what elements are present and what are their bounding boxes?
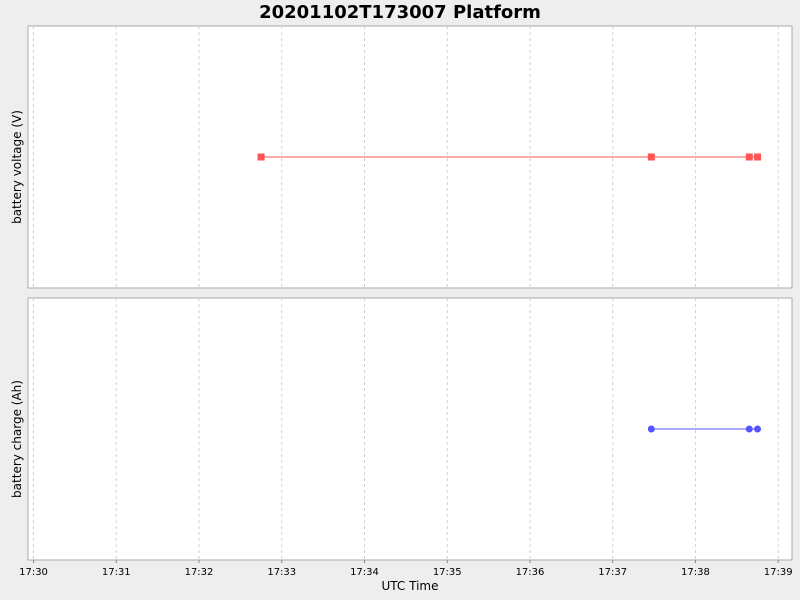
chart-title: 20201102T173007 Platform — [259, 2, 541, 23]
x-tick-label: 17:36 — [516, 567, 545, 578]
x-tick-label: 17:30 — [19, 567, 48, 578]
charge-subplot: battery charge (Ah) — [10, 297, 793, 561]
x-tick-label: 17:31 — [102, 567, 131, 578]
charge-point — [745, 425, 753, 433]
voltage-series — [257, 153, 762, 161]
x-tick-label: 17:33 — [267, 567, 296, 578]
x-tick-label: 17:34 — [350, 567, 379, 578]
x-tick-label: 17:39 — [764, 567, 793, 578]
charge-axis-label: battery charge (Ah) — [10, 380, 24, 498]
x-axis-label: UTC Time — [382, 579, 439, 593]
charge-point — [647, 425, 655, 433]
voltage-point — [745, 153, 753, 161]
x-tick-label: 17:32 — [185, 567, 214, 578]
x-tick-label: 17:38 — [681, 567, 710, 578]
voltage-point — [647, 153, 655, 161]
charge-gridlines — [33, 298, 779, 560]
voltage-subplot: battery voltage (V) — [10, 25, 793, 289]
voltage-point — [257, 153, 265, 161]
x-tick-label: 17:35 — [433, 567, 462, 578]
charge-point — [754, 425, 762, 433]
charge-series — [647, 425, 762, 433]
x-tick-label: 17:37 — [598, 567, 627, 578]
voltage-point — [754, 153, 762, 161]
voltage-axis-label: battery voltage (V) — [10, 110, 24, 224]
x-axis: 17:30 17:31 17:32 17:33 17:34 17:35 17:36 17:37… — [19, 560, 793, 578]
voltage-gridlines — [33, 26, 779, 288]
